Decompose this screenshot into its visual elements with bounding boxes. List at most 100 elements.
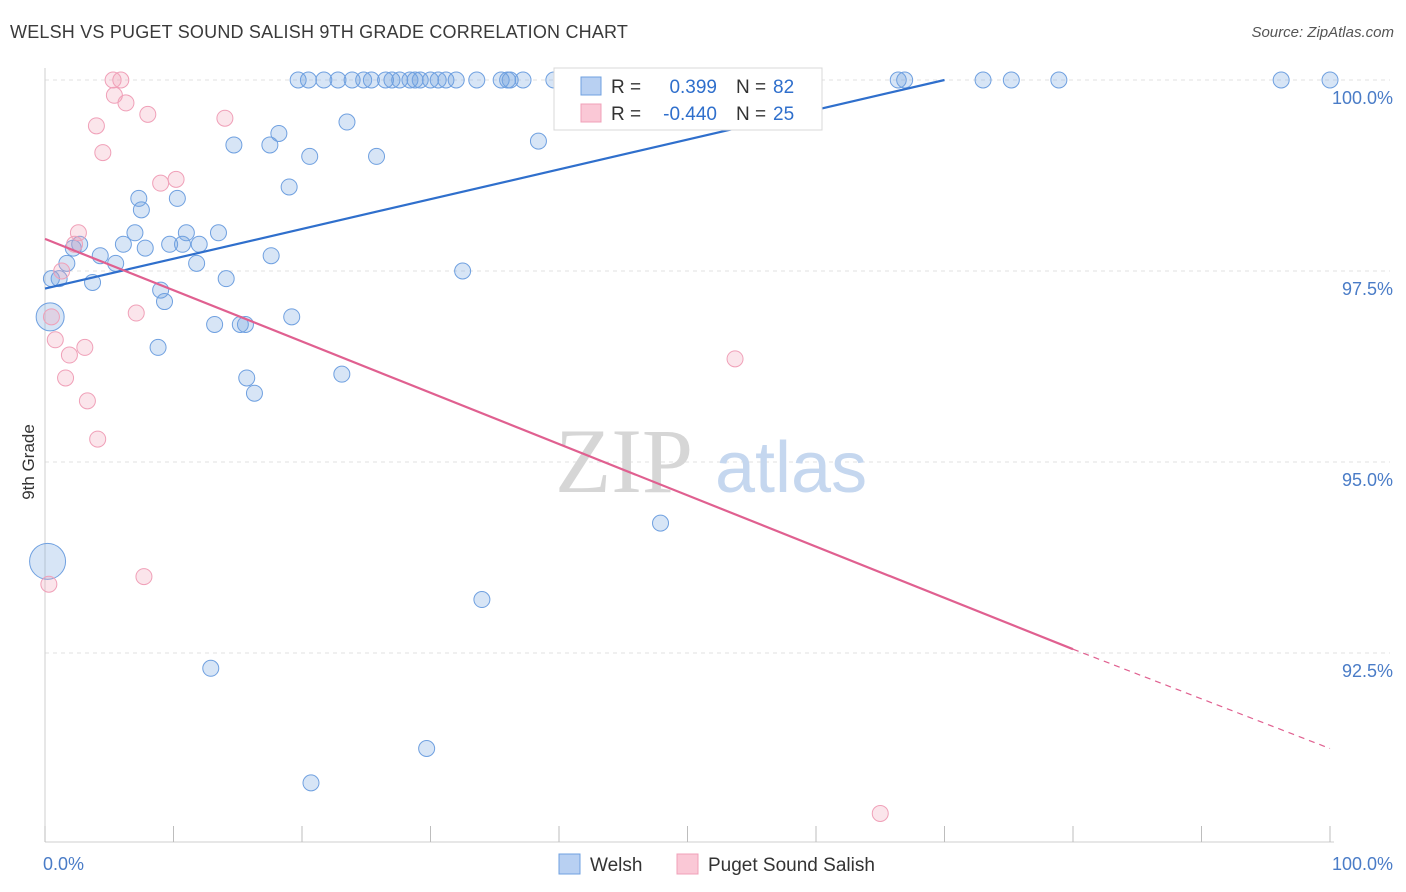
y-tick-label-1: 97.5%: [1342, 279, 1393, 299]
axes: [44, 68, 1334, 843]
watermark-zip: ZIP: [555, 410, 693, 512]
y-tick-label-0: 100.0%: [1332, 88, 1393, 108]
salish-point-7: [69, 224, 87, 242]
salish-trend-extension: [1072, 648, 1331, 750]
x-tick-label-right: 100.0%: [1332, 854, 1393, 874]
welsh-point-25: [225, 136, 243, 154]
welsh-point-73: [1272, 71, 1290, 89]
welsh-point-51: [411, 71, 429, 89]
welsh-point-23: [209, 224, 227, 242]
welsh-point-65: [652, 514, 670, 532]
y-tick-label-3: 92.5%: [1342, 661, 1393, 681]
salish-point-10: [87, 117, 105, 135]
chart-source: Source: ZipAtlas.com: [1251, 24, 1394, 41]
salish-point-23: [726, 350, 744, 368]
salish-point-3: [53, 262, 71, 280]
welsh-n-value: 82: [773, 77, 794, 98]
welsh-point-53: [437, 71, 455, 89]
chart-title: WELSH VS PUGET SOUND SALISH 9TH GRADE CO…: [10, 22, 629, 42]
welsh-point-18: [173, 235, 191, 253]
y-axis-label: 9th Grade: [19, 424, 38, 500]
welsh-point-24: [217, 270, 235, 288]
welsh-point-72: [1050, 71, 1068, 89]
welsh-points: [29, 71, 1339, 792]
welsh-point-56: [468, 71, 486, 89]
welsh-point-20: [188, 254, 206, 272]
salish-point-0: [40, 575, 58, 593]
welsh-point-81: [29, 542, 67, 580]
welsh-point-60: [514, 71, 532, 89]
welsh-legend-swatch: [580, 76, 602, 96]
salish-point-15: [112, 71, 130, 89]
welsh-point-80: [35, 302, 65, 332]
welsh-point-15: [156, 293, 174, 311]
welsh-point-22: [206, 315, 224, 333]
salish-r-label: R =: [611, 104, 641, 125]
welsh-point-55: [454, 262, 472, 280]
welsh-point-37: [301, 147, 319, 165]
welsh-point-35: [289, 71, 307, 89]
legend-welsh-label: Welsh: [590, 855, 642, 876]
salish-point-22: [216, 109, 234, 127]
welsh-point-40: [333, 365, 351, 383]
welsh-point-49: [401, 71, 419, 89]
salish-point-21: [167, 170, 185, 188]
salish-n-label: N =: [736, 104, 766, 125]
salish-point-18: [135, 568, 153, 586]
welsh-point-33: [280, 178, 298, 196]
welsh-point-57: [473, 591, 491, 609]
legend-salish-swatch: [676, 853, 699, 875]
watermark: ZIP atlas: [555, 410, 867, 512]
salish-legend-swatch: [580, 103, 602, 123]
welsh-r-label: R =: [611, 77, 641, 98]
welsh-point-13: [149, 338, 167, 356]
welsh-point-54: [447, 71, 465, 89]
welsh-point-68: [889, 71, 907, 89]
welsh-point-39: [329, 71, 347, 89]
salish-point-4: [57, 369, 75, 387]
salish-r-value: -0.440: [663, 104, 717, 125]
salish-point-17: [127, 304, 145, 322]
welsh-point-76: [499, 71, 517, 89]
welsh-point-46: [377, 71, 395, 89]
stats-legend: R = 0.399 N = 82 R = -0.440 N = 25: [553, 67, 823, 131]
welsh-point-44: [362, 71, 380, 89]
salish-point-9: [78, 392, 96, 410]
welsh-point-31: [262, 247, 280, 265]
welsh-n-label: N =: [736, 77, 766, 98]
salish-points: [40, 71, 889, 822]
welsh-point-29: [245, 384, 263, 402]
salish-point-19: [139, 105, 157, 123]
legend-welsh-swatch: [558, 853, 581, 875]
welsh-point-38: [315, 71, 333, 89]
salish-point-1: [42, 308, 60, 326]
welsh-point-70: [974, 71, 992, 89]
salish-point-5: [60, 346, 78, 364]
welsh-point-36: [299, 71, 317, 89]
welsh-point-77: [202, 659, 220, 677]
grid-lines: [45, 79, 1390, 654]
welsh-point-58: [492, 71, 510, 89]
welsh-point-12: [136, 239, 154, 257]
series-legend: Welsh Puget Sound Salish: [558, 853, 875, 876]
x-tick-label-left: 0.0%: [43, 854, 84, 874]
welsh-point-17: [168, 189, 186, 207]
welsh-point-28: [238, 369, 256, 387]
welsh-point-8: [114, 235, 132, 253]
salish-point-11: [89, 430, 107, 448]
welsh-point-45: [368, 147, 386, 165]
welsh-point-19: [177, 224, 195, 242]
salish-point-12: [94, 144, 112, 162]
salish-point-2: [46, 331, 64, 349]
welsh-point-50: [406, 71, 424, 89]
welsh-point-41: [338, 113, 356, 131]
tick-labels: 100.0% 97.5% 95.0% 92.5% 0.0% 100.0%: [43, 88, 1393, 874]
salish-n-value: 25: [773, 104, 794, 125]
salish-point-24: [871, 804, 889, 822]
welsh-point-78: [302, 774, 320, 792]
welsh-point-61: [529, 132, 547, 150]
legend-salish-label: Puget Sound Salish: [708, 855, 875, 876]
welsh-point-16: [161, 235, 179, 253]
welsh-point-48: [391, 71, 409, 89]
